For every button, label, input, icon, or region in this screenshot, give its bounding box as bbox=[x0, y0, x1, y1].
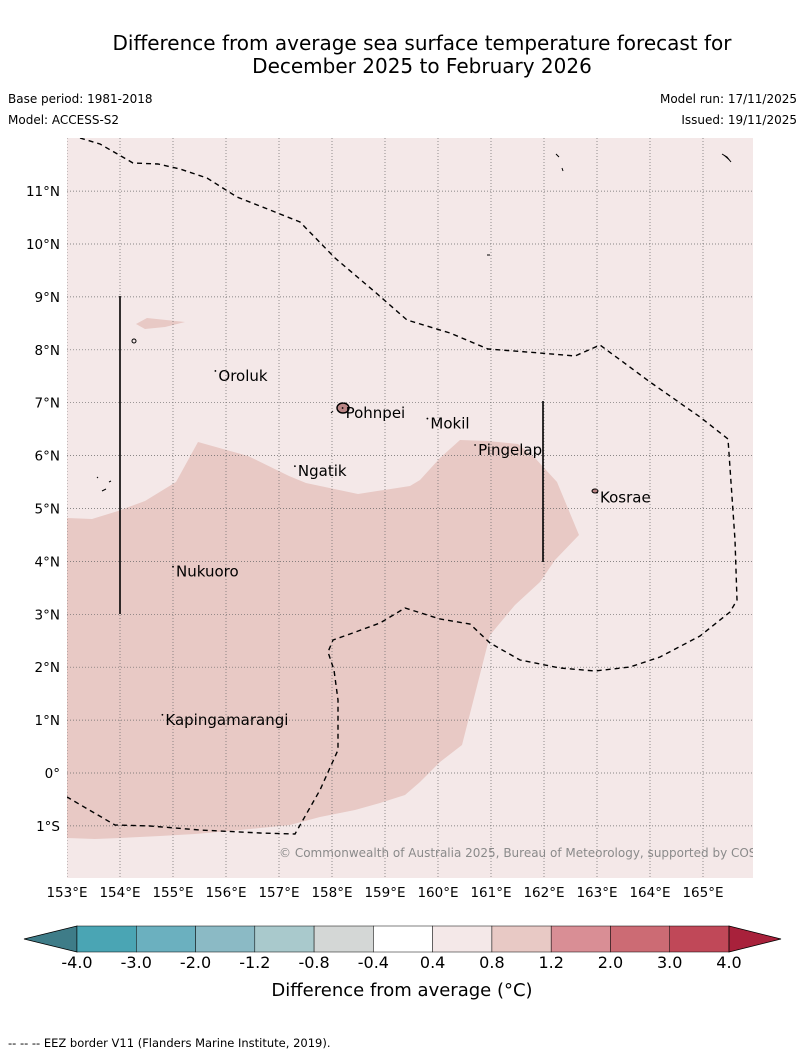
colorbar-tick-label: 0.8 bbox=[479, 953, 504, 972]
colorbar-under-arrow bbox=[23, 925, 78, 953]
colorbar-segment bbox=[432, 925, 493, 953]
longitude-tick-label: 158°E bbox=[311, 885, 352, 901]
place-marker bbox=[161, 713, 164, 716]
colorbar-segment bbox=[313, 925, 374, 953]
anomaly-region-0.8-1.2 bbox=[67, 440, 579, 839]
place-label: Oroluk bbox=[218, 367, 267, 385]
colorbar-tick-label: -3.0 bbox=[121, 953, 152, 972]
latitude-tick-label: 10°N bbox=[26, 237, 60, 253]
place-label: Mokil bbox=[430, 415, 469, 433]
longitude-tick-label: 160°E bbox=[417, 885, 458, 901]
colorbar-segment bbox=[136, 925, 196, 953]
place-label: Pohnpei bbox=[346, 404, 406, 422]
colorbar-segment bbox=[195, 925, 256, 953]
longitude-tick-label: 164°E bbox=[629, 885, 670, 901]
colorbar-segment bbox=[76, 925, 137, 953]
colorbar-tick-label: -1.2 bbox=[239, 953, 270, 972]
place-marker bbox=[172, 565, 174, 568]
islet-icon bbox=[131, 338, 137, 344]
footnote: -- -- -- EEZ border V11 (Flanders Marine… bbox=[8, 1036, 331, 1050]
colorbar-tick-label: 3.0 bbox=[657, 953, 682, 972]
latitude-tick-label: 8°N bbox=[35, 343, 60, 359]
latitude-tick-label: 6°N bbox=[35, 449, 60, 465]
colorbar-tick-label: -2.0 bbox=[180, 953, 211, 972]
latitude-labels: 11°N 10°N 9°N 8°N 7°N 6°N 5°N 4°N 3°N 2°N 1°N 0° 1°S bbox=[26, 184, 60, 835]
colorbar-tick-label: -0.8 bbox=[298, 953, 329, 972]
place-label: Kapingamarangi bbox=[165, 711, 288, 729]
colorbar-segment bbox=[550, 925, 611, 953]
latitude-tick-label: 7°N bbox=[35, 396, 60, 412]
longitude-tick-label: 161°E bbox=[470, 885, 511, 901]
longitude-tick-label: 159°E bbox=[364, 885, 405, 901]
colorbar-segment bbox=[373, 925, 433, 953]
place-label: Nukuoro bbox=[176, 563, 239, 581]
latitude-tick-label: 11°N bbox=[26, 184, 60, 200]
place-labels: Oroluk Pohnpei Mokil Pingelap Ngatik Kosrae Nu… bbox=[161, 367, 651, 729]
place-label: Ngatik bbox=[298, 462, 347, 480]
issued-date: Issued: 19/11/2025 bbox=[681, 113, 797, 127]
eez-border bbox=[67, 138, 738, 835]
place-marker bbox=[426, 417, 429, 420]
colorbar-tick-label: 1.2 bbox=[538, 953, 563, 972]
title-line-2: December 2025 to February 2026 bbox=[252, 54, 592, 78]
colorbar-segment bbox=[491, 925, 552, 953]
place-label: Pingelap bbox=[478, 441, 542, 459]
model-run: Model run: 17/11/2025 bbox=[659, 92, 797, 106]
islet-icon bbox=[555, 153, 564, 172]
colorbar-tick-label: 2.0 bbox=[598, 953, 623, 972]
colorbar-segment bbox=[254, 925, 315, 953]
longitude-tick-label: 163°E bbox=[576, 885, 617, 901]
longitude-tick-label: 165°E bbox=[682, 885, 723, 901]
longitude-labels: 153°E 154°E 155°E 156°E 157°E 158°E 159°E 160°E… bbox=[46, 885, 723, 901]
longitude-tick-label: 156°E bbox=[205, 885, 246, 901]
latitude-tick-label: 2°N bbox=[35, 660, 60, 676]
longitude-tick-label: 154°E bbox=[99, 885, 140, 901]
islet-icon bbox=[721, 153, 732, 163]
colorbar-tick-label: 4.0 bbox=[716, 953, 741, 972]
longitude-tick-label: 162°E bbox=[523, 885, 564, 901]
longitude-tick-label: 157°E bbox=[258, 885, 299, 901]
islet-icon bbox=[96, 476, 112, 492]
colorbar-segment bbox=[610, 925, 670, 953]
place-marker bbox=[474, 444, 476, 446]
copyright-notice: © Commonwealth of Australia 2025, Bureau… bbox=[279, 846, 784, 860]
colorbar-tick-label: 0.4 bbox=[420, 953, 445, 972]
place-label: Kosrae bbox=[600, 489, 651, 507]
latitude-tick-label: 3°N bbox=[35, 607, 60, 623]
base-period: Base period: 1981-2018 bbox=[8, 92, 153, 106]
place-marker bbox=[596, 491, 598, 494]
latitude-tick-label: 0° bbox=[45, 766, 60, 782]
place-marker bbox=[341, 407, 344, 409]
colorbar: -4.0 -3.0 -2.0 -1.2 -0.8 -0.4 0.4 0.8 1.2 2.0 3.0 4… bbox=[23, 925, 782, 972]
chart-title: Difference from average sea surface temp… bbox=[0, 32, 804, 78]
colorbar-tick-label: -0.4 bbox=[358, 953, 389, 972]
colorbar-over-arrow bbox=[728, 925, 782, 953]
title-line-1: Difference from average sea surface temp… bbox=[112, 31, 732, 55]
anomaly-patch-north bbox=[136, 318, 185, 329]
longitude-tick-label: 153°E bbox=[46, 885, 87, 901]
latitude-tick-label: 9°N bbox=[35, 290, 60, 306]
model-name: Model: ACCESS-S2 bbox=[8, 113, 120, 127]
gridlines bbox=[67, 138, 753, 878]
colorbar-segment bbox=[669, 925, 730, 953]
latitude-tick-label: 1°N bbox=[35, 713, 60, 729]
latitude-tick-label: 4°N bbox=[35, 554, 60, 570]
colorbar-title: Difference from average (°C) bbox=[271, 980, 533, 1001]
latitude-tick-label: 1°S bbox=[36, 819, 60, 835]
longitude-tick-label: 155°E bbox=[152, 885, 193, 901]
place-marker bbox=[214, 370, 217, 372]
place-marker bbox=[294, 465, 296, 468]
latitude-tick-label: 5°N bbox=[35, 502, 60, 518]
colorbar-tick-label: -4.0 bbox=[61, 953, 92, 972]
